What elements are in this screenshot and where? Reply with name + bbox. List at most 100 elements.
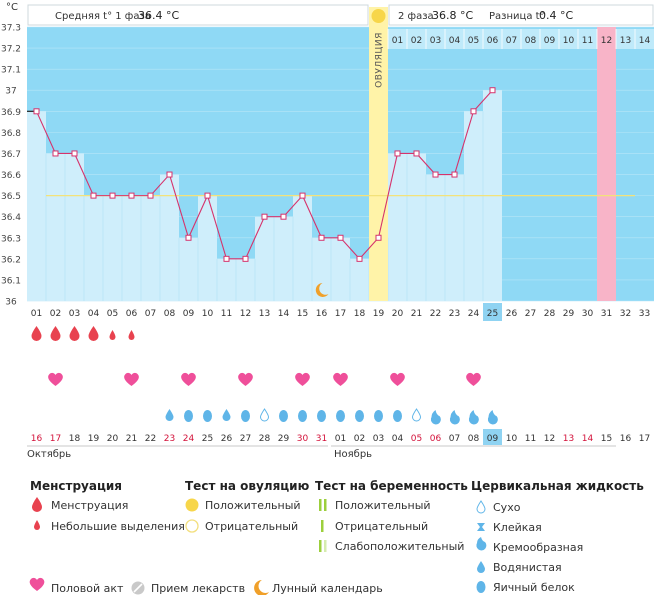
light-spotting-drop-icon[interactable] [129,330,135,340]
post-ovulation-day: 10 [563,36,575,46]
temp-column [65,153,84,301]
temperature-point[interactable] [167,172,172,177]
menstruation-drop-icon[interactable] [70,326,80,341]
light-spotting-drop-icon[interactable] [110,330,116,340]
calendar-date: 28 [259,434,271,444]
temperature-point[interactable] [357,256,362,261]
intercourse-heart-icon[interactable] [124,373,139,386]
intercourse-heart-icon[interactable] [333,373,348,386]
eggwhite-mucus-icon[interactable] [317,410,326,422]
temperature-point[interactable] [281,214,286,219]
eggwhite-mucus-icon[interactable] [393,410,402,422]
temperature-point[interactable] [243,256,248,261]
pregnancy-weak-icon-bar2 [324,540,327,552]
calendar-date: 16 [620,434,632,444]
cycle-day-label: 24 [468,309,480,319]
menstruation-drop-icon[interactable] [51,326,61,341]
dry-mucus-icon[interactable] [413,409,421,421]
creamy-mucus-icon[interactable] [469,410,479,424]
temperature-point[interactable] [34,109,39,114]
calendar-date: 22 [145,434,156,444]
intercourse-heart-icon[interactable] [466,373,481,386]
eggwhite-mucus-icon[interactable] [241,410,250,422]
eggwhite-mucus-icon[interactable] [374,410,383,422]
eggwhite-mucus-icon[interactable] [298,410,307,422]
temperature-point[interactable] [395,151,400,156]
temperature-point[interactable] [148,193,153,198]
post-ovulation-day: 11 [582,36,593,46]
temp-column [27,111,46,301]
cycle-day-label: 26 [506,309,518,319]
cycle-day-label: 06 [126,309,138,319]
temperature-point[interactable] [452,172,457,177]
temperature-point[interactable] [91,193,96,198]
temperature-point[interactable] [224,256,229,261]
menstruation-drop-icon[interactable] [32,326,42,341]
post-ovulation-day: 08 [525,36,537,46]
legend-ovulation-title: Тест на овуляцию [185,479,310,493]
dry-icon [477,501,485,513]
creamy-mucus-icon[interactable] [488,410,498,424]
eggwhite-mucus-icon[interactable] [279,410,288,422]
watery-mucus-icon[interactable] [223,409,231,421]
temperature-point[interactable] [319,235,324,240]
intercourse-heart-icon[interactable] [48,373,63,386]
cycle-day-label: 11 [221,309,232,319]
eggwhite-mucus-icon[interactable] [355,410,364,422]
calendar-date: 24 [183,434,195,444]
temperature-point[interactable] [471,109,476,114]
menstruation-drop-icon[interactable] [89,326,99,341]
sticky-icon [477,523,485,531]
drop-red-icon [32,497,42,512]
intercourse-heart-icon[interactable] [181,373,196,386]
calendar-date: 05 [411,434,422,444]
temperature-point[interactable] [186,235,191,240]
eggwhite-mucus-icon[interactable] [203,410,212,422]
legend-cervical-watery: Водянистая [493,561,562,574]
eggwhite-mucus-icon[interactable] [336,410,345,422]
calendar-date: 12 [544,434,555,444]
legend-cervical-dry: Сухо [493,501,521,514]
temperature-point[interactable] [72,151,77,156]
temperature-point[interactable] [262,214,267,219]
calendar-date: 21 [126,434,137,444]
temp-column [255,217,274,301]
post-ovulation-day: 13 [620,36,631,46]
legend-cervical-title: Цервикальная жидкость [471,479,644,493]
temperature-point[interactable] [433,172,438,177]
temperature-point[interactable] [300,193,305,198]
temperature-point[interactable] [338,235,343,240]
temp-column [179,238,198,301]
temperature-point[interactable] [490,88,495,93]
temperature-point[interactable] [205,193,210,198]
calendar-date: 29 [278,434,290,444]
post-ovulation-day: 06 [487,36,499,46]
y-tick-label: 36.5 [1,192,21,202]
cycle-day-label: 19 [373,309,385,319]
temperature-point[interactable] [110,193,115,198]
dry-mucus-icon[interactable] [261,409,269,421]
creamy-mucus-icon[interactable] [431,410,441,424]
phase2-label: 2 фаза [398,11,434,22]
creamy-mucus-icon[interactable] [450,410,460,424]
calendar-date: 27 [240,434,251,444]
temp-column [426,175,445,301]
temperature-point[interactable] [414,151,419,156]
temperature-point[interactable] [53,151,58,156]
calendar-date: 25 [202,434,213,444]
intercourse-heart-icon[interactable] [238,373,253,386]
legend-menstruation-title: Менструация [30,479,122,493]
temp-column [84,196,103,301]
watery-mucus-icon[interactable] [166,409,174,421]
pregnancy-positive-icon-bar1 [319,499,322,511]
calendar-date: 13 [563,434,574,444]
eggwhite-mucus-icon[interactable] [184,410,193,422]
difference-label: Разница t° [489,11,545,22]
intercourse-heart-icon[interactable] [295,373,310,386]
temperature-point[interactable] [129,193,134,198]
intercourse-heart-icon[interactable] [390,373,405,386]
creamy-icon [476,537,486,550]
cycle-day-label: 14 [278,309,290,319]
temperature-point[interactable] [376,235,381,240]
cycle-day-label: 07 [145,309,156,319]
